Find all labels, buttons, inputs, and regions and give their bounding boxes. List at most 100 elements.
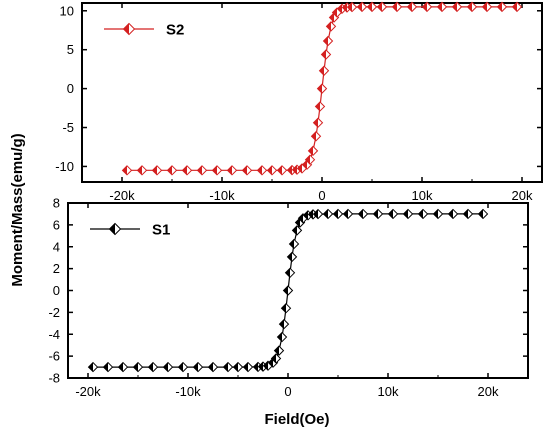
data-point: [511, 1, 523, 13]
legend-marker: [108, 222, 122, 236]
data-point: [102, 361, 114, 373]
data-point: [481, 1, 493, 13]
y-tick-label: -4: [48, 327, 60, 342]
data-point: [211, 165, 223, 176]
data-point: [462, 208, 474, 220]
y-tick-label: -10: [55, 159, 74, 174]
y-tick-label: 0: [53, 283, 60, 298]
data-point: [280, 302, 292, 314]
y-tick-label: -6: [48, 349, 60, 364]
data-point: [222, 361, 234, 373]
data-point: [284, 267, 296, 279]
data-point: [132, 361, 144, 373]
data-point: [207, 361, 219, 373]
data-point: [372, 208, 384, 220]
x-tick-label: 20k: [478, 384, 499, 399]
data-point: [192, 361, 204, 373]
data-point: [477, 208, 489, 220]
data-point: [387, 208, 399, 220]
data-point: [87, 361, 99, 373]
data-point: [181, 165, 193, 176]
data-point: [357, 208, 369, 220]
data-point: [310, 131, 322, 142]
data-point: [273, 345, 285, 356]
data-point: [147, 361, 159, 373]
data-point: [466, 1, 478, 13]
data-point: [322, 208, 334, 220]
x-tick-label: 0: [318, 188, 325, 203]
x-tick-label: -20k: [75, 384, 101, 399]
x-tick-label: -20k: [109, 188, 135, 203]
data-point: [406, 1, 418, 13]
data-point: [346, 1, 358, 13]
data-point: [282, 285, 294, 296]
legend: S1: [90, 222, 170, 239]
data-point: [402, 208, 414, 220]
x-tick-label: 20k: [512, 188, 533, 203]
data-point: [312, 117, 324, 128]
y-tick-label: 10: [60, 3, 74, 18]
data-point: [322, 35, 334, 47]
y-tick-label: 2: [53, 261, 60, 276]
plot-frame: [81, 2, 543, 183]
data-point: [291, 225, 303, 236]
data-point: [232, 361, 244, 373]
data-point: [342, 208, 354, 220]
x-tick-label: -10k: [175, 384, 201, 399]
x-tick-label: 10k: [378, 384, 399, 399]
data-point: [421, 1, 433, 13]
data-point: [151, 165, 163, 176]
y-tick-label: 5: [67, 42, 74, 57]
data-point: [162, 361, 174, 373]
legend-label: S2: [166, 22, 184, 39]
data-point: [177, 361, 189, 373]
data-point: [312, 208, 324, 220]
data-point: [447, 208, 459, 220]
x-tick-label: 10k: [412, 188, 433, 203]
data-point: [266, 165, 278, 176]
data-point: [121, 165, 133, 176]
y-axis-title: Moment/Mass(emu/g): [9, 133, 26, 286]
y-tick-label: -5: [62, 120, 74, 135]
data-point: [307, 145, 319, 157]
data-point: [166, 165, 178, 176]
data-point: [288, 238, 300, 250]
y-tick-label: 4: [53, 239, 60, 254]
data-point: [270, 353, 282, 364]
data-point: [256, 165, 268, 176]
y-tick-label: 0: [67, 81, 74, 96]
data-point: [117, 361, 129, 373]
data-point: [276, 165, 288, 176]
data-point: [332, 208, 344, 220]
data-point: [320, 49, 332, 60]
y-tick-label: -8: [48, 371, 60, 386]
legend: S2: [104, 22, 184, 39]
data-point: [304, 154, 316, 165]
data-point: [286, 251, 298, 263]
data-point: [241, 165, 253, 176]
x-tick-label: 0: [284, 384, 291, 399]
data-point: [325, 21, 337, 32]
y-tick-label: 8: [53, 196, 60, 211]
y-tick-label: 6: [53, 217, 60, 232]
data-point: [196, 165, 208, 176]
data-point: [432, 208, 444, 220]
bottom-panel: -20k -10k 0 10k 20k -8 -6 -4 -2 0 2 4 6 8 S1: [48, 196, 529, 399]
data-point: [278, 318, 290, 330]
data-point: [417, 208, 429, 220]
x-tick-label: -10k: [209, 188, 235, 203]
data-point: [314, 101, 326, 112]
data-point: [356, 1, 368, 13]
data-point: [496, 1, 508, 13]
y-tick-label: -2: [48, 305, 60, 320]
data-point: [276, 331, 288, 343]
data-point: [376, 1, 388, 13]
data-point: [436, 1, 448, 13]
data-point: [316, 83, 328, 94]
legend-label: S1: [152, 222, 170, 239]
legend-marker: [122, 22, 136, 36]
top-panel: -20k -10k 0 10k 20k -10 -5 0 5 10 S2: [55, 1, 543, 203]
data-point: [391, 1, 403, 13]
data-point: [366, 1, 378, 13]
